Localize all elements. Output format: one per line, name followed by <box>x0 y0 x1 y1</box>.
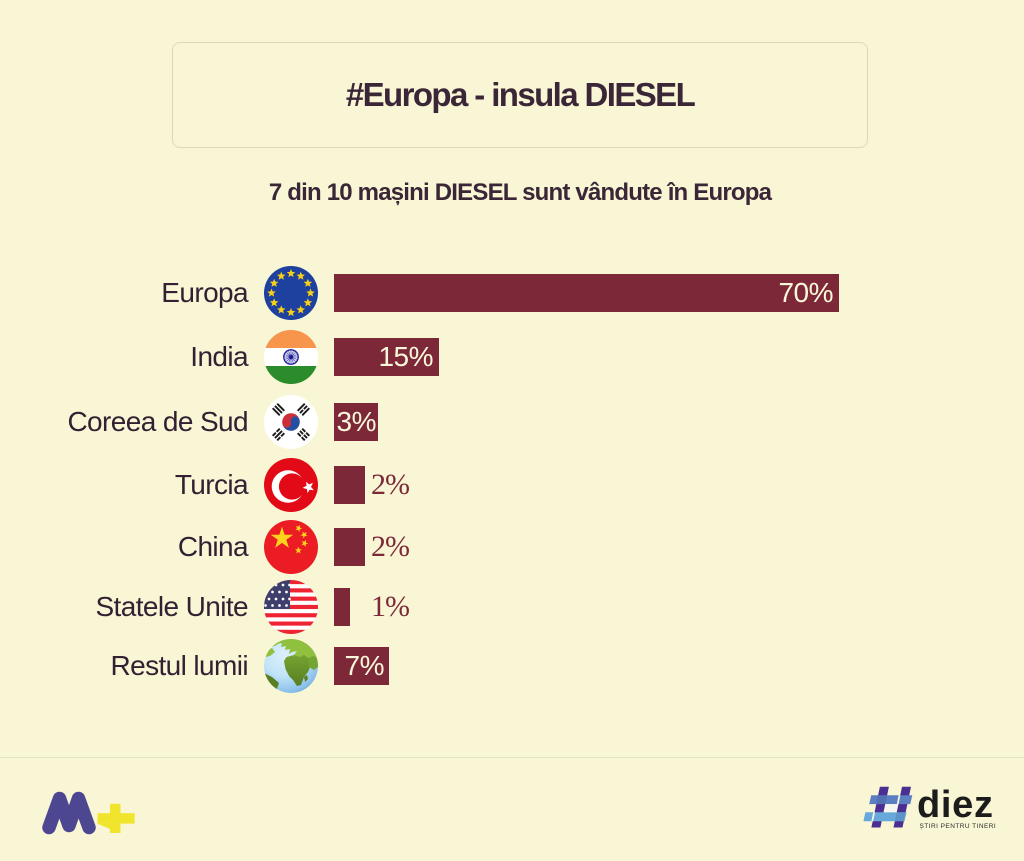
svg-text:ȘTIRI PENTRU TINERI: ȘTIRI PENTRU TINERI <box>920 823 997 830</box>
svg-text:diez: diez <box>917 784 994 826</box>
